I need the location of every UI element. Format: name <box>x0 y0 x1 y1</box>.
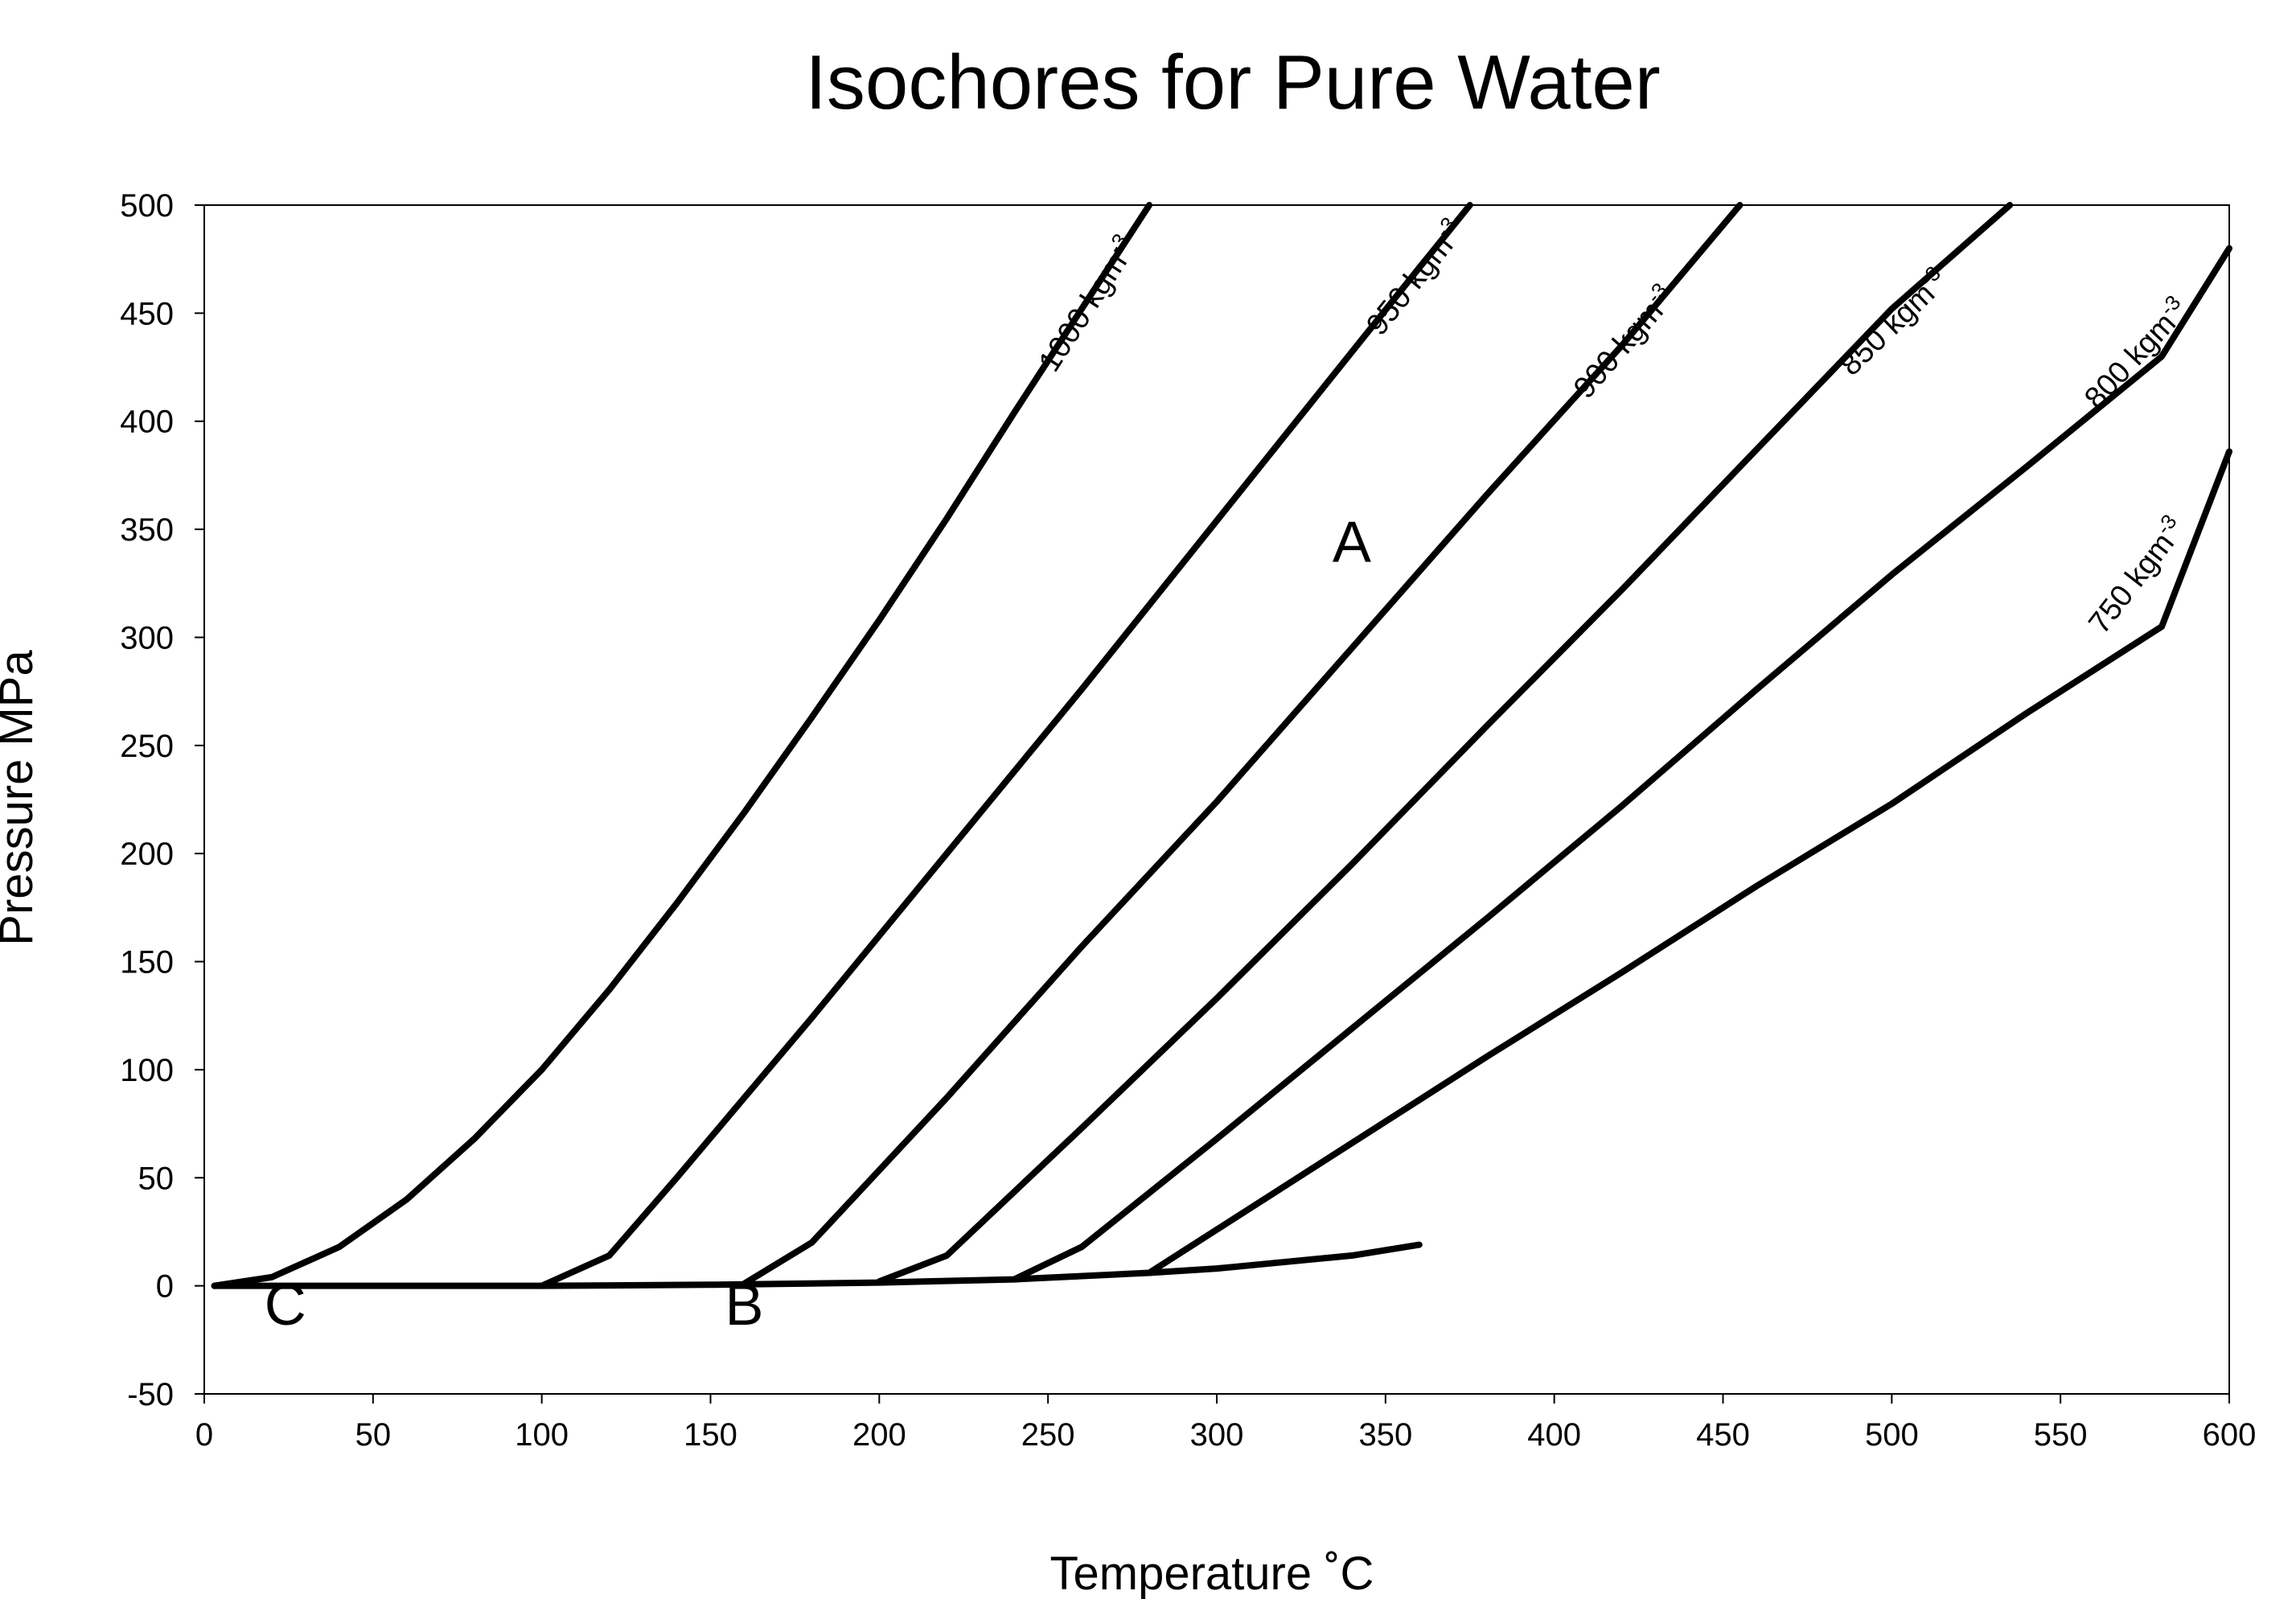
saturation-curve-line <box>211 1241 1423 1289</box>
series-label: 900 kgm-3 <box>1564 278 1682 405</box>
region-label: C <box>265 1273 306 1338</box>
region-label: A <box>1333 510 1371 574</box>
axes: 0 50 100 150 200 250 300 350 400 450 500 550 600 -50 0… <box>120 188 2256 1453</box>
x-tick-label: 150 <box>684 1417 737 1453</box>
y-axis-label: Pressure MPa <box>0 650 43 946</box>
y-tick-label: 300 <box>120 620 174 656</box>
x-tick-label: 500 <box>1865 1417 1919 1453</box>
region-label: B <box>725 1273 763 1338</box>
x-tick-label: 0 <box>195 1417 213 1453</box>
y-tick-label: 250 <box>120 729 174 764</box>
y-tick-label: 450 <box>120 296 174 331</box>
isochore-line <box>211 202 1153 1289</box>
series-label: 750 kgm-3 <box>2080 510 2193 640</box>
x-tick-label: 400 <box>1527 1417 1581 1453</box>
x-tick-label: 550 <box>2034 1417 2088 1453</box>
annotation-layer: A B C <box>265 510 1371 1338</box>
x-tick-label: 350 <box>1358 1417 1412 1453</box>
series-layer <box>211 202 2232 1289</box>
y-tick-label: 500 <box>120 188 174 224</box>
y-tick-label: -50 <box>127 1377 174 1412</box>
isochore-line <box>1146 448 2232 1276</box>
x-tick-label: 450 <box>1696 1417 1750 1453</box>
isochore-line <box>1011 245 2232 1283</box>
x-tick-label: 300 <box>1190 1417 1244 1453</box>
y-tick-label: 0 <box>156 1269 174 1305</box>
x-tick-label: 600 <box>2203 1417 2257 1453</box>
x-tick-label: 250 <box>1021 1417 1075 1453</box>
y-tick-label: 200 <box>120 836 174 872</box>
y-tick-label: 150 <box>120 945 174 980</box>
series-label: 950 kgm-3 <box>1357 212 1471 342</box>
isochore-line <box>538 202 1473 1289</box>
x-tick-label: 50 <box>355 1417 392 1453</box>
isochore-line <box>876 202 2014 1285</box>
isochore-line <box>741 202 1744 1287</box>
y-tick-label: 50 <box>138 1161 175 1196</box>
x-axis-label: Temperature ˚C <box>1050 1548 1374 1599</box>
series-label: 1000 kgm-3 <box>1029 229 1144 378</box>
y-tick-label: 400 <box>120 405 174 440</box>
x-tick-label: 100 <box>515 1417 569 1453</box>
y-tick-label: 350 <box>120 512 174 548</box>
x-tick-label: 200 <box>852 1417 906 1453</box>
y-tick-label: 100 <box>120 1053 174 1088</box>
series-label: 800 kgm-3 <box>2075 290 2195 416</box>
series-label-layer: 1000 kgm-3 950 kgm-3 900 kgm-3 850 kgm-3 800… <box>1029 212 2195 640</box>
series-label: 850 kgm-3 <box>1830 261 1954 382</box>
chart-title: Isochores for Pure Water <box>805 39 1661 125</box>
